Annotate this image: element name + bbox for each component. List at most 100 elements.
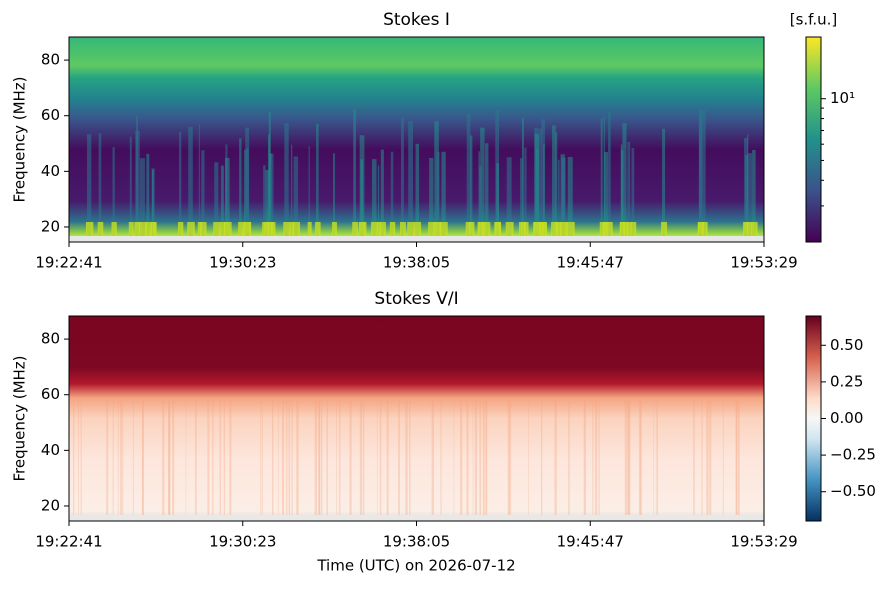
burst-tip bbox=[751, 222, 758, 236]
stripe bbox=[528, 398, 529, 515]
burst-stripe bbox=[541, 119, 545, 236]
burst-tip bbox=[435, 222, 442, 236]
burst-tip bbox=[551, 222, 558, 236]
stripe bbox=[168, 398, 170, 515]
x-tick-label: 19:38:05 bbox=[383, 254, 450, 272]
burst-stripe bbox=[377, 165, 380, 236]
burst-stripe bbox=[152, 169, 154, 236]
burst-tip bbox=[371, 222, 379, 236]
burst-tip bbox=[389, 222, 396, 236]
burst-tip bbox=[238, 222, 244, 236]
burst-tip bbox=[700, 222, 708, 236]
stripe bbox=[277, 398, 279, 515]
stripe bbox=[296, 398, 299, 515]
stripe bbox=[172, 398, 175, 515]
stripe bbox=[694, 398, 696, 515]
stripe bbox=[376, 398, 378, 515]
burst-tip bbox=[399, 222, 406, 236]
burst-tip bbox=[197, 222, 202, 236]
stripe bbox=[260, 398, 261, 515]
colorbar-label: [s.f.u.] bbox=[790, 11, 838, 29]
burst-stripe bbox=[608, 111, 611, 236]
stripe bbox=[117, 398, 119, 515]
stripe bbox=[261, 398, 263, 515]
burst-tip bbox=[520, 222, 526, 236]
burst-tip bbox=[542, 222, 547, 236]
burst-stripe bbox=[139, 158, 145, 236]
y-tick-label: 80 bbox=[41, 51, 60, 69]
burst-stripe bbox=[239, 138, 242, 236]
stripe bbox=[195, 398, 197, 515]
burst-tip bbox=[267, 222, 273, 236]
stripe bbox=[735, 398, 737, 515]
stripe bbox=[627, 398, 630, 515]
stripe bbox=[595, 398, 598, 515]
stripe bbox=[122, 398, 124, 515]
burst-tip bbox=[697, 222, 704, 236]
stripe bbox=[540, 398, 543, 515]
stripe bbox=[281, 398, 285, 515]
stripe bbox=[120, 398, 123, 515]
heatmap-texture bbox=[85, 109, 758, 236]
stripe bbox=[508, 398, 512, 515]
x-tick-label: 19:53:29 bbox=[730, 254, 797, 272]
burst-tip bbox=[661, 222, 668, 236]
x-tick-label: 19:22:41 bbox=[35, 254, 102, 272]
burst-stripe bbox=[436, 151, 440, 236]
burst-tip bbox=[495, 222, 501, 236]
stripe bbox=[431, 398, 434, 515]
burst-stripe bbox=[600, 118, 603, 236]
stripe bbox=[223, 398, 226, 515]
burst-stripe bbox=[353, 109, 356, 236]
burst-stripe bbox=[265, 169, 270, 236]
burst-stripe bbox=[290, 144, 293, 236]
stripe bbox=[291, 398, 293, 515]
stripe bbox=[466, 398, 469, 515]
stripe bbox=[484, 398, 486, 515]
burst-tip bbox=[556, 222, 562, 236]
stripe bbox=[486, 398, 488, 515]
burst-stripe bbox=[201, 150, 205, 236]
burst-stripe bbox=[146, 153, 150, 236]
burst-stripe bbox=[112, 147, 115, 236]
burst-tip bbox=[352, 222, 358, 236]
burst-tip bbox=[289, 222, 295, 236]
burst-tip bbox=[469, 222, 475, 236]
stripe bbox=[554, 398, 557, 515]
stripe bbox=[568, 398, 570, 515]
burst-stripe bbox=[539, 128, 542, 236]
stripe bbox=[693, 398, 694, 515]
colorbar-tick-label: 0.25 bbox=[830, 372, 863, 390]
stripe bbox=[583, 398, 585, 515]
burst-tip bbox=[607, 222, 613, 236]
burst-stripe bbox=[225, 157, 230, 236]
stripe bbox=[168, 398, 171, 515]
stripe bbox=[485, 398, 487, 515]
burst-stripe bbox=[524, 147, 527, 236]
y-tick-label: 80 bbox=[41, 330, 60, 348]
burst-stripe bbox=[198, 124, 200, 236]
stripe bbox=[584, 398, 586, 515]
stripe bbox=[112, 398, 114, 515]
stripe bbox=[219, 398, 222, 515]
x-tick-label: 19:45:47 bbox=[557, 254, 624, 272]
burst-tip bbox=[414, 222, 422, 236]
burst-tip bbox=[379, 222, 386, 236]
burst-stripe bbox=[506, 157, 512, 236]
stripe bbox=[409, 398, 411, 515]
burst-tip bbox=[599, 222, 605, 236]
x-tick-label: 19:38:05 bbox=[383, 533, 450, 551]
stripe bbox=[288, 398, 291, 515]
burst-stripe bbox=[662, 128, 666, 236]
stripe bbox=[624, 398, 627, 515]
panel-title: Stokes I bbox=[383, 10, 450, 30]
gray-band bbox=[69, 515, 764, 521]
burst-stripe bbox=[484, 143, 489, 236]
burst-stripe bbox=[188, 126, 193, 236]
x-tick-label: 19:53:29 bbox=[730, 533, 797, 551]
y-axis-label: Frequency (MHz) bbox=[11, 355, 29, 481]
stripe bbox=[142, 398, 144, 515]
burst-stripe bbox=[604, 151, 608, 236]
burst-stripe bbox=[557, 159, 560, 236]
burst-stripe bbox=[220, 165, 224, 236]
